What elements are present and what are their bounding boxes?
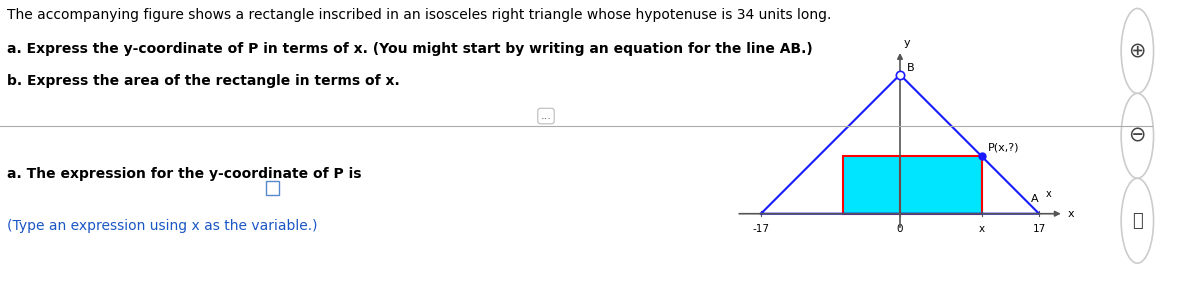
- Text: a. The expression for the y-coordinate of P is: a. The expression for the y-coordinate o…: [7, 167, 361, 181]
- Text: ⧉: ⧉: [1132, 212, 1142, 230]
- Text: B: B: [906, 63, 914, 73]
- Text: 0: 0: [896, 224, 904, 233]
- Text: 17: 17: [1032, 224, 1045, 233]
- FancyBboxPatch shape: [266, 181, 280, 195]
- Text: x: x: [1068, 209, 1074, 219]
- Text: ...: ...: [540, 111, 552, 121]
- Text: The accompanying figure shows a rectangle inscribed in an isosceles right triang: The accompanying figure shows a rectangl…: [7, 8, 832, 22]
- Text: x: x: [979, 224, 985, 233]
- Text: x: x: [1045, 189, 1051, 199]
- Text: ⊕: ⊕: [1129, 41, 1146, 61]
- Text: -17: -17: [752, 224, 769, 233]
- Text: A: A: [1031, 194, 1039, 204]
- Text: ⊖: ⊖: [1129, 126, 1146, 146]
- Text: P(x,?): P(x,?): [989, 142, 1020, 152]
- Text: b. Express the area of the rectangle in terms of x.: b. Express the area of the rectangle in …: [7, 74, 400, 87]
- Circle shape: [1121, 8, 1153, 93]
- Text: (Type an expression using x as the variable.): (Type an expression using x as the varia…: [7, 219, 318, 233]
- Bar: [842, 156, 982, 214]
- Text: y: y: [904, 38, 910, 48]
- Text: a. Express the y-coordinate of P in terms of x. (You might start by writing an e: a. Express the y-coordinate of P in term…: [7, 42, 812, 56]
- Circle shape: [1121, 178, 1153, 263]
- Circle shape: [1121, 93, 1153, 178]
